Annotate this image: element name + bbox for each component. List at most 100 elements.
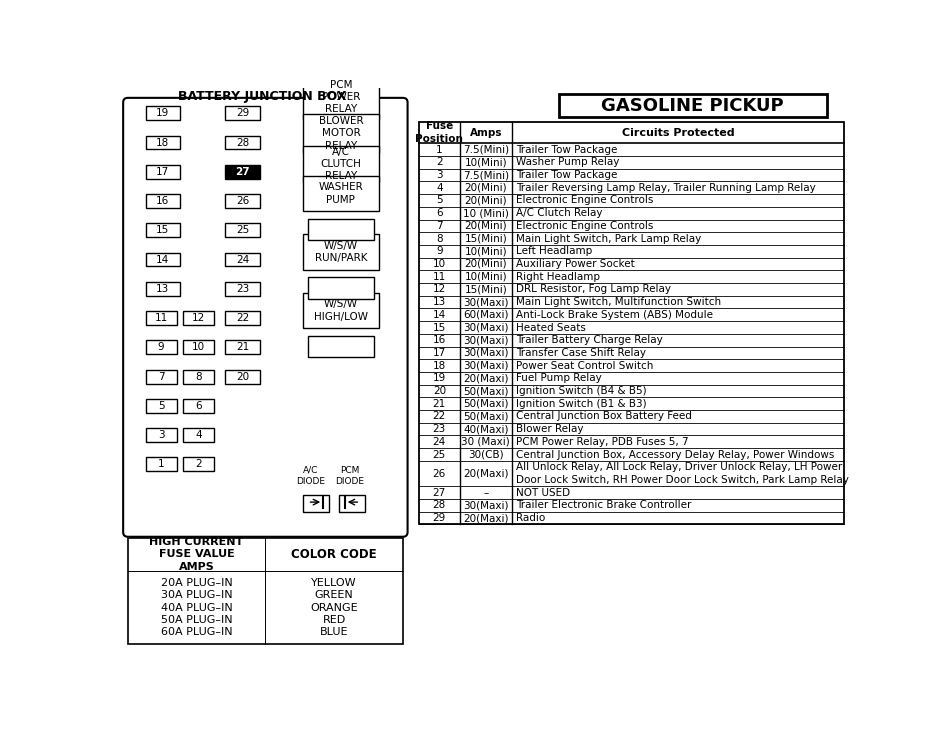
Bar: [146, 458, 176, 471]
Text: 15(Mini): 15(Mini): [465, 285, 507, 294]
Text: 3: 3: [157, 430, 164, 440]
Bar: [303, 176, 379, 211]
Bar: [303, 293, 379, 328]
Text: 30(Maxi): 30(Maxi): [464, 297, 508, 307]
Text: DRL Resistor, Fog Lamp Relay: DRL Resistor, Fog Lamp Relay: [516, 285, 671, 294]
Text: W/S/W
RUN/PARK: W/S/W RUN/PARK: [315, 241, 367, 263]
Text: 28: 28: [236, 138, 249, 148]
Text: 24: 24: [432, 437, 446, 447]
Bar: [128, 537, 403, 643]
Bar: [303, 75, 379, 119]
Text: PCM
DIODE: PCM DIODE: [335, 466, 364, 486]
Text: 16: 16: [432, 335, 446, 346]
Bar: [146, 428, 176, 442]
Bar: [226, 253, 260, 266]
Text: 24: 24: [236, 255, 249, 264]
Bar: [303, 495, 329, 512]
Text: COLOR CODE: COLOR CODE: [291, 548, 377, 561]
Text: 2: 2: [195, 460, 202, 469]
Text: Fuel Pump Relay: Fuel Pump Relay: [516, 373, 602, 384]
Text: Central Junction Box, Accessory Delay Relay, Power Windows: Central Junction Box, Accessory Delay Re…: [516, 449, 834, 460]
Text: 29: 29: [236, 108, 249, 119]
Text: Auxiliary Power Socket: Auxiliary Power Socket: [516, 259, 635, 269]
Text: 20(Maxi): 20(Maxi): [464, 373, 508, 384]
Text: GASOLINE PICKUP: GASOLINE PICKUP: [601, 97, 784, 114]
Text: NOT USED: NOT USED: [516, 488, 570, 498]
Text: A/C
DIODE: A/C DIODE: [296, 466, 325, 486]
Text: Circuits Protected: Circuits Protected: [622, 127, 735, 138]
Text: BATTERY JUNCTION BOX: BATTERY JUNCTION BOX: [177, 90, 346, 102]
Bar: [226, 223, 260, 237]
Text: 20A PLUG–IN
30A PLUG–IN
40A PLUG–IN
50A PLUG–IN
60A PLUG–IN: 20A PLUG–IN 30A PLUG–IN 40A PLUG–IN 50A …: [161, 578, 232, 638]
Text: HIGH CURRENT
FUSE VALUE
AMPS: HIGH CURRENT FUSE VALUE AMPS: [150, 537, 244, 572]
Text: 8: 8: [436, 234, 443, 244]
Text: 6: 6: [436, 208, 443, 218]
Bar: [303, 114, 379, 152]
Text: 5: 5: [157, 401, 164, 411]
Text: YELLOW
GREEN
ORANGE
RED
BLUE: YELLOW GREEN ORANGE RED BLUE: [310, 578, 358, 638]
Text: 1: 1: [157, 460, 164, 469]
Text: 60(Maxi): 60(Maxi): [464, 310, 508, 320]
Text: Ignition Switch (B4 & B5): Ignition Switch (B4 & B5): [516, 386, 647, 396]
Text: 18: 18: [156, 138, 170, 148]
Text: 28: 28: [432, 501, 446, 510]
Text: Main Light Switch, Park Lamp Relay: Main Light Switch, Park Lamp Relay: [516, 234, 702, 244]
Bar: [307, 219, 374, 240]
Bar: [146, 399, 176, 413]
Text: Central Junction Box Battery Feed: Central Junction Box Battery Feed: [516, 411, 692, 422]
Text: 50(Maxi): 50(Maxi): [464, 411, 508, 422]
Text: 22: 22: [236, 313, 249, 323]
Text: 29: 29: [432, 513, 446, 523]
Bar: [183, 311, 214, 325]
Text: 10(Mini): 10(Mini): [465, 246, 507, 256]
Bar: [183, 428, 214, 442]
Text: Power Seat Control Switch: Power Seat Control Switch: [516, 361, 653, 370]
Bar: [226, 340, 260, 354]
Text: 12: 12: [432, 285, 446, 294]
Text: WASHER
PUMP: WASHER PUMP: [319, 182, 363, 204]
Bar: [226, 106, 260, 120]
Text: 23: 23: [236, 284, 249, 294]
Text: 16: 16: [156, 196, 170, 206]
Text: 4: 4: [436, 183, 443, 193]
Text: 10: 10: [191, 343, 205, 352]
Text: 20: 20: [236, 372, 249, 381]
Text: Trailer Tow Package: Trailer Tow Package: [516, 170, 617, 180]
Bar: [419, 122, 844, 524]
Text: 20(Maxi): 20(Maxi): [464, 513, 508, 523]
Text: 30(Maxi): 30(Maxi): [464, 323, 508, 332]
Text: 20: 20: [433, 386, 446, 396]
Bar: [183, 370, 214, 384]
Text: 10(Mini): 10(Mini): [465, 157, 507, 168]
Bar: [226, 282, 260, 296]
Text: 40(Maxi): 40(Maxi): [464, 424, 508, 434]
Text: A/C Clutch Relay: A/C Clutch Relay: [516, 208, 603, 218]
Text: 15(Mini): 15(Mini): [465, 234, 507, 244]
Text: 30(CB): 30(CB): [468, 449, 503, 460]
Text: 7: 7: [157, 372, 164, 381]
Text: 6: 6: [195, 401, 202, 411]
Text: 12: 12: [191, 313, 205, 323]
Text: Left Headlamp: Left Headlamp: [516, 246, 592, 256]
Text: 10(Mini): 10(Mini): [465, 272, 507, 282]
Text: 25: 25: [236, 225, 249, 235]
Bar: [146, 340, 176, 354]
Text: 26: 26: [236, 196, 249, 206]
Text: 14: 14: [156, 255, 170, 264]
Text: 13: 13: [156, 284, 170, 294]
Text: 27: 27: [432, 488, 446, 498]
Bar: [226, 165, 260, 179]
Text: 30 (Maxi): 30 (Maxi): [462, 437, 510, 447]
Text: 17: 17: [156, 167, 170, 176]
Text: Main Light Switch, Multifunction Switch: Main Light Switch, Multifunction Switch: [516, 297, 721, 307]
Bar: [183, 458, 214, 471]
Bar: [146, 194, 180, 208]
Text: 14: 14: [432, 310, 446, 320]
Bar: [558, 94, 827, 117]
Bar: [146, 370, 176, 384]
Text: 13: 13: [432, 297, 446, 307]
Bar: [338, 495, 365, 512]
Text: 4: 4: [195, 430, 202, 440]
Text: 23: 23: [432, 424, 446, 434]
Text: 25: 25: [432, 449, 446, 460]
